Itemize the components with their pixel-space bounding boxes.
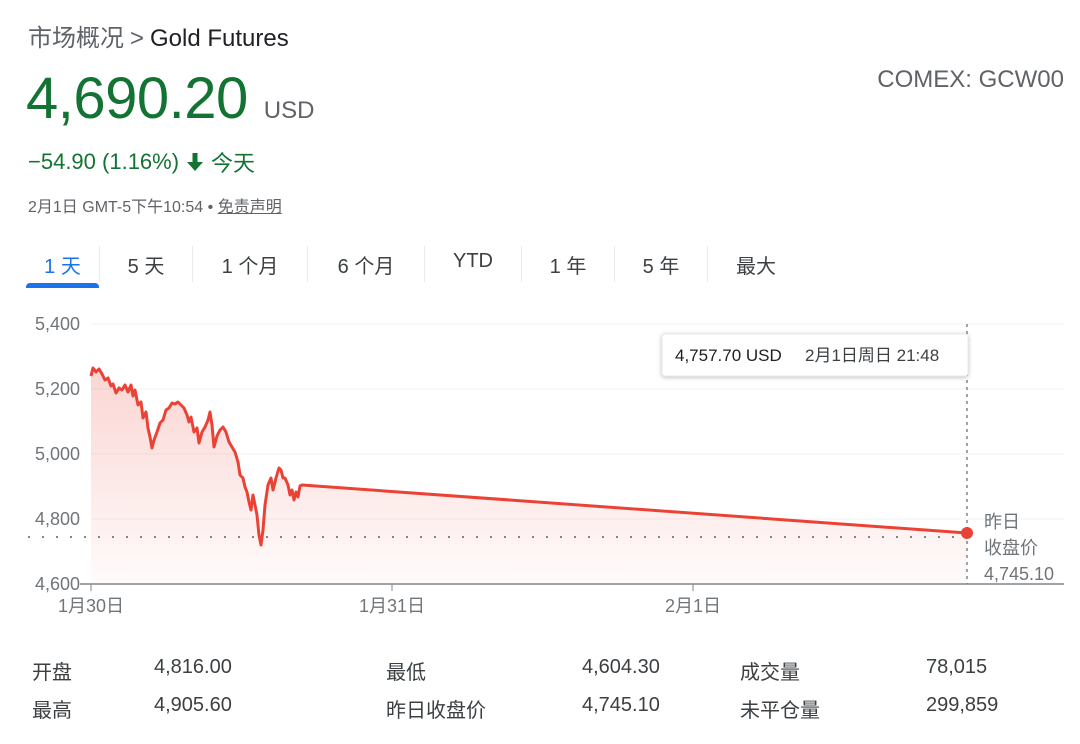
stat-label-prev-close: 昨日收盘价 [386,700,486,722]
quote-meta: 2月1日 GMT-5下午10:54 • 免责声明 [28,193,282,217]
tab-1-year[interactable]: 1 年 [549,256,587,278]
stat-label-high: 最高 [32,700,72,722]
breadcrumb: 市场概况 > Gold Futures [28,18,289,53]
breadcrumb-separator: > [130,25,145,52]
tab-divider [614,246,615,282]
price-chart[interactable]: 5,400 5,200 5,000 4,800 4,600 1月30日 1月31… [0,300,1080,630]
breadcrumb-current: Gold Futures [150,25,289,52]
stat-value-high: 4,905.60 [154,694,232,716]
stat-value-low: 4,604.30 [582,656,660,678]
tab-divider [99,246,100,282]
tab-5-year[interactable]: 5 年 [642,256,680,278]
currency-label: USD [263,97,315,124]
stat-label-open: 开盘 [32,662,72,684]
x-tick: 1月31日 [359,596,425,616]
y-tick: 4,600 [35,574,80,594]
breadcrumb-parent-link[interactable]: 市场概况 [28,25,124,52]
x-axis-labels: 1月30日 1月31日 2月1日 [58,596,721,616]
stat-value-open-interest: 299,859 [926,694,999,716]
change-value: −54.90 (1.16%) [28,149,180,174]
tooltip-time: 2月1日周日 21:48 [805,346,939,365]
bullet-separator: • [207,199,214,216]
change-period: 今天 [211,151,256,176]
price-area-fill [91,368,967,584]
y-tick: 5,200 [35,379,80,399]
tab-6-month[interactable]: 6 个月 [337,256,395,278]
x-tick: 2月1日 [665,596,721,616]
previous-close-label: 昨日 收盘价 4,745.10 [984,512,1054,584]
stat-label-open-interest: 未平仓量 [740,700,820,722]
y-tick: 5,400 [35,314,80,334]
quote-timestamp: 2月1日 GMT-5下午10:54 [28,199,204,216]
stats-row: 开盘 4,816.00 最低 4,604.30 成交量 78,015 [0,656,1080,686]
tab-divider [192,246,193,282]
arrow-down-icon [185,151,205,173]
x-axis-ticks [90,584,694,591]
tab-max[interactable]: 最大 [736,256,776,278]
tab-ytd[interactable]: YTD [453,250,493,272]
tab-divider [424,246,425,282]
tooltip-price: 4,757.70 USD [675,346,782,365]
tab-divider [307,246,308,282]
tab-1-month[interactable]: 1 个月 [221,256,279,278]
svg-text:昨日: 昨日 [984,512,1020,532]
range-tabs: 1 天 5 天 1 个月 6 个月 YTD 1 年 5 年 最大 [26,244,804,288]
y-axis-labels: 5,400 5,200 5,000 4,800 4,600 [35,314,80,594]
disclaimer-link[interactable]: 免责声明 [217,199,282,216]
price-line [89,366,968,547]
price-change: −54.90 (1.16%) 今天 [28,146,255,178]
stat-value-volume: 78,015 [926,656,988,678]
y-tick: 4,800 [35,509,80,529]
tab-5-day[interactable]: 5 天 [127,256,165,278]
stat-value-prev-close: 4,745.10 [582,694,660,716]
chart-tooltip: 4,757.70 USD 2月1日周日 21:48 [661,333,969,377]
stats-row: 最高 4,905.60 昨日收盘价 4,745.10 未平仓量 299,859 [0,694,1080,724]
stat-label-low: 最低 [386,662,426,684]
stat-value-open: 4,816.00 [154,656,232,678]
price-block: 4,690.20 USD [26,70,314,128]
tab-1-day[interactable]: 1 天 [26,244,99,288]
x-tick: 1月30日 [58,596,124,616]
current-price: 4,690.20 [26,66,248,131]
y-tick: 5,000 [35,444,80,464]
svg-text:收盘价: 收盘价 [984,538,1038,558]
stat-label-volume: 成交量 [740,662,800,684]
exchange-ticker: COMEX: GCW00 [877,66,1064,93]
hover-point [961,527,973,539]
svg-text:4,745.10: 4,745.10 [984,564,1054,584]
tab-divider [521,246,522,282]
tab-divider [707,246,708,282]
